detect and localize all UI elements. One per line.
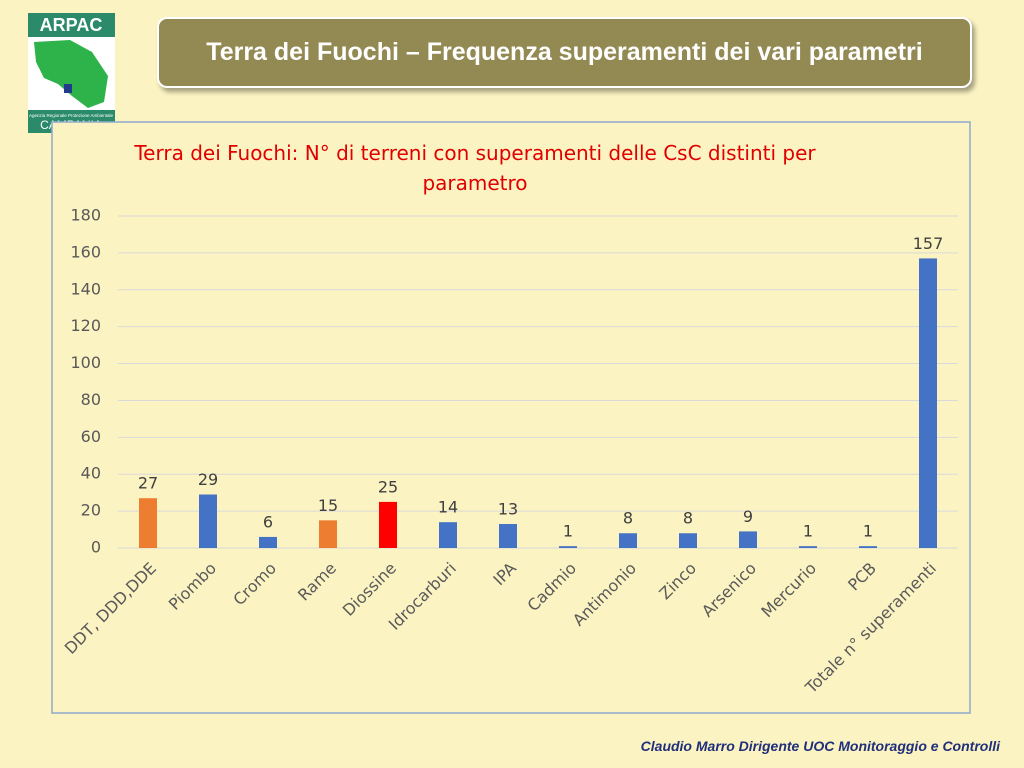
y-tick-label: 0 [91, 538, 101, 557]
logo-top [28, 13, 115, 37]
y-tick-label: 60 [81, 427, 101, 446]
y-tick-label: 40 [81, 464, 101, 483]
bar [499, 524, 517, 548]
value-label: 8 [683, 509, 693, 528]
y-tick-label: 140 [70, 279, 101, 298]
value-label: 157 [913, 234, 944, 253]
value-label: 14 [438, 498, 458, 517]
header-title: Terra dei Fuochi – Frequenza superamenti… [157, 17, 972, 88]
y-tick-label: 120 [70, 316, 101, 335]
logo-subtitle: Agenzia Regionale Protezione Ambientale [29, 113, 114, 118]
y-tick-label: 180 [70, 206, 101, 225]
bar [439, 522, 457, 548]
bar [859, 546, 877, 548]
footer: Claudio Marro Dirigente UOC Monitoraggio… [640, 738, 1000, 754]
logo-map [34, 40, 108, 108]
bar [139, 498, 157, 548]
y-tick-label: 160 [70, 242, 101, 261]
bar [679, 533, 697, 548]
value-label: 1 [803, 522, 813, 541]
bar [199, 494, 217, 548]
bar [259, 536, 277, 548]
bar [919, 258, 937, 548]
chart-frame [51, 121, 971, 714]
bar [379, 501, 397, 548]
chart-title: Terra dei Fuochi: N° di terreni con supe… [134, 141, 816, 195]
value-label: 25 [378, 477, 398, 496]
logo-emblem [64, 84, 72, 93]
value-label: 6 [263, 512, 273, 531]
logo: ARPAC Agenzia Regionale Protezione Ambie… [28, 13, 115, 133]
value-label: 29 [198, 470, 218, 489]
value-label: 15 [318, 496, 338, 515]
value-label: 13 [498, 500, 518, 519]
y-tick-label: 80 [81, 390, 101, 409]
value-label: 8 [623, 509, 633, 528]
bar [799, 546, 817, 548]
value-label: 1 [563, 522, 573, 541]
bar [739, 531, 757, 548]
logo-name: ARPAC [40, 15, 103, 35]
bar [619, 533, 637, 548]
value-label: 1 [863, 522, 873, 541]
bar [559, 546, 577, 548]
bar [319, 520, 337, 548]
y-tick-label: 100 [70, 353, 101, 372]
y-tick-label: 20 [81, 501, 101, 520]
value-label: 27 [138, 474, 158, 493]
value-label: 9 [743, 507, 753, 526]
